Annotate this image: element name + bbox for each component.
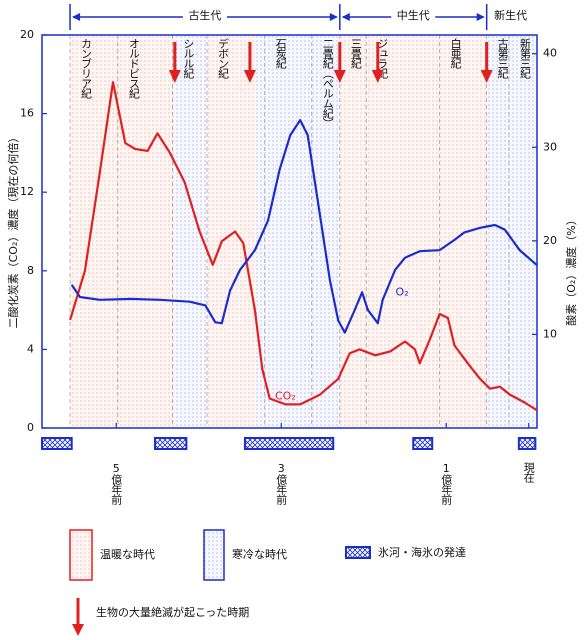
x-tick-label: 5億年前 <box>110 462 123 506</box>
y2-axis-label: 酸素（O₂）濃度（%） <box>564 214 578 326</box>
period-name: 白亜紀 <box>449 37 462 69</box>
y-tick-label: 0 <box>27 421 34 434</box>
era-arrowhead <box>329 13 338 21</box>
period-name: 新第三紀 <box>518 37 531 79</box>
period-name: 石炭紀 <box>274 38 287 69</box>
era-label: 新生代 <box>494 8 527 22</box>
glaciation <box>154 437 188 450</box>
y-tick-label: 20 <box>20 28 34 41</box>
era-label-bg <box>391 9 436 25</box>
y-tick-label: 4 <box>27 342 34 355</box>
x-tick-label: 現在 <box>522 462 535 483</box>
legend-glacier-label: 氷河・海氷の発達 <box>378 545 466 559</box>
cold-period <box>256 35 340 428</box>
series-label: CO₂ <box>275 389 296 402</box>
y2-tick-label: 40 <box>543 47 557 60</box>
x-tick-label: 3億年前 <box>275 462 288 506</box>
era-arrowhead <box>341 13 350 21</box>
x-tick-label: 1億年前 <box>440 462 453 506</box>
extinction-arrowhead <box>333 70 346 83</box>
period-name: 古第三紀 <box>496 38 509 79</box>
era-label: 古生代 <box>188 8 221 22</box>
warm-period <box>339 35 487 428</box>
y2-tick-label: 30 <box>543 140 557 153</box>
series-line <box>70 119 538 334</box>
period-name: 三畳紀 <box>349 38 362 69</box>
era-arrowhead <box>72 13 81 21</box>
legend-glacier-swatch <box>345 546 371 559</box>
series-line <box>69 81 538 412</box>
background-layer <box>69 35 537 428</box>
era-label-bg <box>182 9 227 25</box>
extinction-arrowhead <box>168 70 181 83</box>
glaciation <box>41 437 73 450</box>
y-tick-label: 12 <box>20 185 34 198</box>
era-label: 中生代 <box>397 8 430 22</box>
y2-tick-label: 10 <box>543 327 557 340</box>
extinction-arrowhead <box>371 70 384 83</box>
y-tick-label: 8 <box>27 264 34 277</box>
extinction-arrowhead <box>243 70 256 83</box>
warm-period <box>70 35 174 428</box>
legend-extinction-label: 生物の大量絶滅が起こった時期 <box>96 605 249 619</box>
plot-frame <box>41 34 538 429</box>
warm-period <box>207 35 257 428</box>
legend-extinction-arrowhead <box>72 624 84 636</box>
legend-cold-label: 寒冷な時代 <box>232 547 287 561</box>
period-name: カンブリア紀 <box>80 38 93 99</box>
extinction-arrowhead <box>480 70 493 83</box>
period-name: デボン紀 <box>217 37 230 79</box>
glaciation <box>243 437 335 450</box>
legend-warm-swatch <box>69 529 93 581</box>
legend-warm-label: 温暖な時代 <box>100 548 155 561</box>
cold-period <box>486 35 537 428</box>
glaciation <box>412 437 434 450</box>
period-name: シルル紀 <box>182 38 195 79</box>
y-axis-label: 二酸化炭素（CO₂）濃度（現在の何倍） <box>6 132 20 329</box>
cold-period <box>174 35 207 428</box>
period-name: オルドビス紀 <box>127 38 140 99</box>
y-tick-label: 16 <box>20 107 34 120</box>
legend-cold-swatch <box>203 529 225 581</box>
series-label: O₂ <box>396 285 409 298</box>
y2-tick-label: 20 <box>543 234 557 247</box>
period-name: 二畳紀（ペルム紀） <box>321 38 334 128</box>
glaciation <box>517 437 537 450</box>
era-arrowhead <box>476 13 485 21</box>
